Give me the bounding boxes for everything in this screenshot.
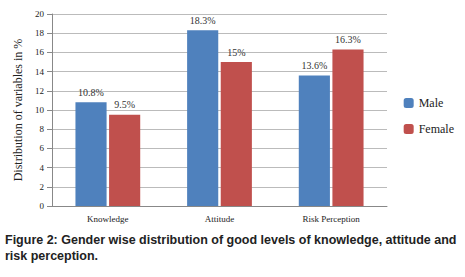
svg-text:8: 8 (40, 124, 45, 134)
svg-text:12: 12 (35, 86, 44, 96)
svg-text:20: 20 (35, 9, 45, 19)
svg-text:16.3%: 16.3% (335, 34, 361, 45)
svg-text:10: 10 (35, 105, 45, 115)
svg-text:2: 2 (40, 182, 45, 192)
svg-text:Male: Male (419, 96, 444, 110)
svg-text:14: 14 (35, 67, 45, 77)
svg-text:Distribution of variables in %: Distribution of variables in % (11, 39, 25, 182)
svg-text:10.8%: 10.8% (78, 87, 104, 98)
svg-text:16: 16 (35, 47, 45, 57)
svg-text:6: 6 (40, 143, 45, 153)
svg-text:Attitude: Attitude (205, 214, 235, 224)
svg-text:Female: Female (419, 122, 454, 136)
svg-text:0: 0 (40, 201, 45, 211)
svg-text:13.6%: 13.6% (301, 60, 327, 71)
svg-text:Risk Perception: Risk Perception (303, 214, 361, 224)
svg-text:9.5%: 9.5% (114, 99, 135, 110)
html-text:Figure 2: Gender wise distribu: Figure 2: Gender wise distribution of go… (5, 233, 457, 263)
svg-text:4: 4 (40, 163, 45, 173)
svg-text:15%: 15% (227, 47, 245, 58)
svg-text:Knowledge: Knowledge (87, 214, 129, 224)
svg-text:18: 18 (35, 28, 45, 38)
svg-text:18.3%: 18.3% (190, 15, 216, 26)
